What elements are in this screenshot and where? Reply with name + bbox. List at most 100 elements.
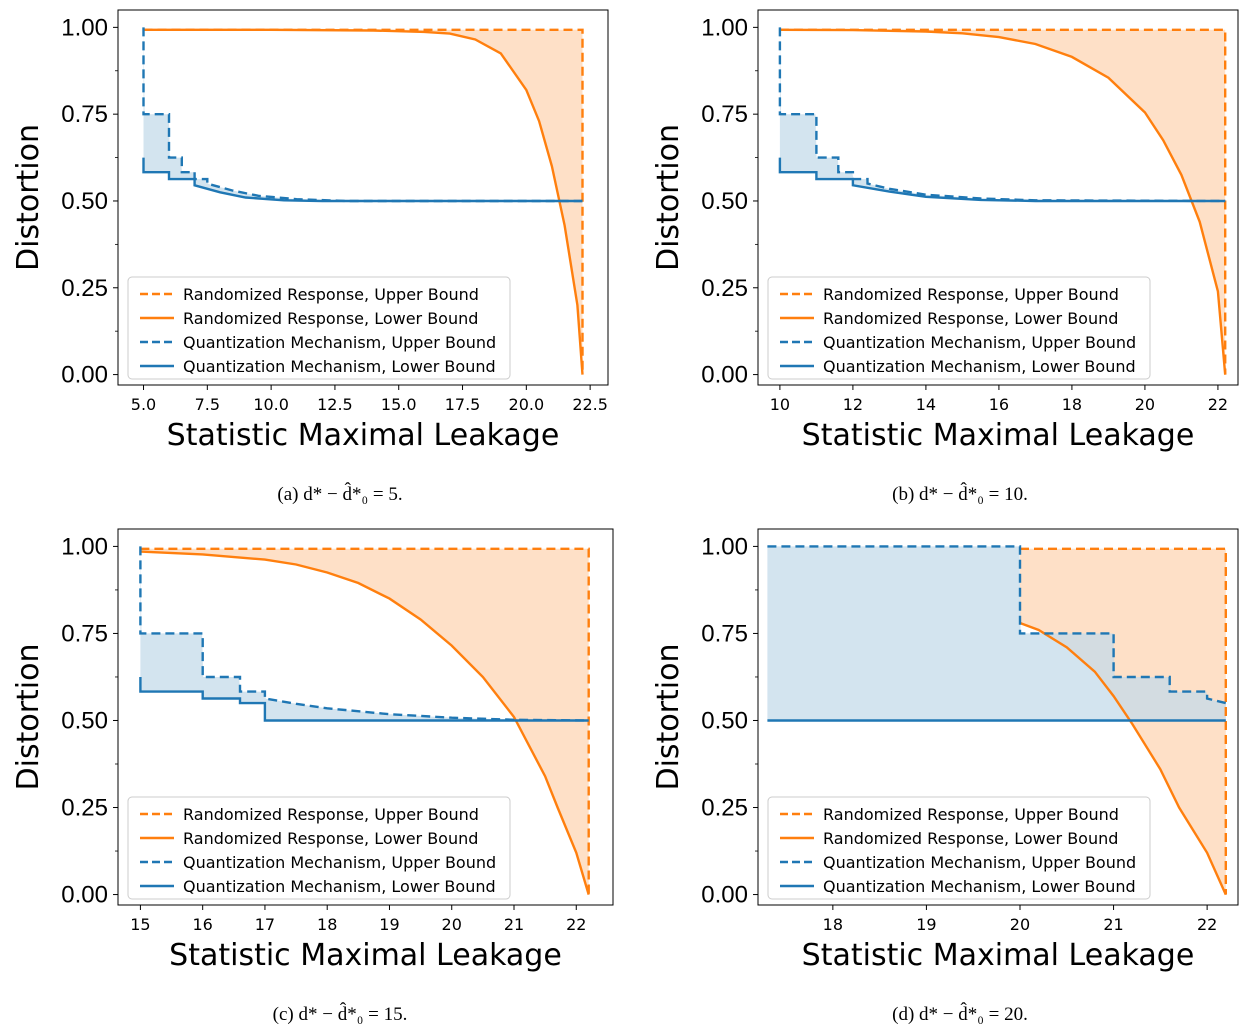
y-tick-label: 0.00: [61, 882, 108, 909]
x-tick-label: 22: [1208, 395, 1228, 414]
panel-caption: (d) d* − d̂*₀ = 20.: [892, 1003, 1028, 1025]
chart-panel-b: 10 12 14 16 18 20 22 0.00 0.25 0.50 0.75 1.00 Statis…: [651, 9, 1239, 505]
legend-label: Randomized Response, Upper Bound: [823, 805, 1119, 824]
y-tick-label: 0.50: [61, 188, 108, 215]
x-tick-label: 20: [1010, 915, 1030, 934]
x-tick-label: 12.5: [317, 395, 353, 414]
y-tick-label: 1.00: [701, 14, 748, 41]
x-tick-label: 19: [379, 915, 399, 934]
legend-label: Quantization Mechanism, Lower Bound: [183, 357, 496, 376]
legend: Randomized Response, Upper Bound Randomiz…: [767, 796, 1151, 900]
x-tick-label: 15: [130, 915, 150, 934]
x-tick-label: 10.0: [253, 395, 289, 414]
legend: Randomized Response, Upper Bound Randomiz…: [767, 276, 1151, 380]
legend-label: Randomized Response, Lower Bound: [183, 309, 478, 328]
x-tick-label: 18: [823, 915, 843, 934]
y-axis-title: Distortion: [11, 644, 46, 791]
plot-area: [142, 27, 584, 375]
legend-box: [127, 276, 511, 380]
x-tick-label: 22.5: [572, 395, 608, 414]
rr-fill-region: [140, 548, 589, 895]
y-tick-label: 0.75: [61, 101, 108, 128]
qm-upper-line: [767, 545, 1227, 705]
rr-lower-line: [779, 28, 1227, 375]
panel-caption: (c) d* − d̂*₀ = 15.: [273, 1003, 408, 1025]
y-tick-label: 0.50: [701, 707, 748, 734]
x-tick-label: 21: [504, 915, 524, 934]
x-tick-label: 16: [192, 915, 212, 934]
legend-label: Randomized Response, Lower Bound: [823, 309, 1118, 328]
legend-label: Randomized Response, Upper Bound: [183, 805, 479, 824]
legend-label: Quantization Mechanism, Lower Bound: [183, 877, 496, 896]
x-tick-label: 16: [989, 395, 1009, 414]
legend: Randomized Response, Upper Bound Randomiz…: [127, 796, 511, 900]
plot-area: [767, 545, 1227, 896]
x-tick-label: 19: [916, 915, 936, 934]
legend-label: Quantization Mechanism, Upper Bound: [183, 853, 496, 872]
legend: Randomized Response, Upper Bound Randomiz…: [127, 276, 511, 380]
y-tick-label: 0.00: [701, 882, 748, 909]
x-tick-label: 18: [1062, 395, 1082, 414]
y-tick-label: 0.00: [61, 362, 108, 389]
chart-panel-d: 18 19 20 21 22 0.00 0.25 0.50 0.75 1.00 Statistic …: [651, 528, 1239, 1025]
x-axis-title: Statistic Maximal Leakage: [802, 938, 1195, 973]
y-tick-label: 0.75: [701, 620, 748, 647]
qm-lower-line: [142, 157, 583, 203]
legend-label: Randomized Response, Lower Bound: [823, 829, 1118, 848]
x-tick-label: 7.5: [195, 395, 220, 414]
y-tick-label: 0.75: [701, 101, 748, 128]
axes-frame: [757, 528, 1239, 906]
y-tick-label: 1.00: [701, 533, 748, 560]
legend-label: Randomized Response, Upper Bound: [823, 285, 1119, 304]
x-tick-label: 20: [442, 915, 462, 934]
chart-panel-c: 15 16 17 18 19 20 21 22 0.00 0.25 0.50 0.75 1.00 Stat…: [11, 528, 614, 1025]
y-tick-label: 0.25: [701, 275, 748, 302]
panel-caption: (b) d* − d̂*₀ = 10.: [892, 483, 1028, 505]
legend-label: Randomized Response, Upper Bound: [183, 285, 479, 304]
x-tick-label: 12: [843, 395, 863, 414]
rr-upper-line: [1020, 547, 1227, 895]
plot-area: [778, 27, 1227, 375]
rr-lower-line: [1019, 621, 1227, 896]
y-tick-label: 0.25: [701, 795, 748, 822]
qm-lower-line: [778, 157, 1226, 203]
legend-label: Quantization Mechanism, Upper Bound: [823, 333, 1136, 352]
axes-frame: [757, 9, 1239, 386]
legend-label: Randomized Response, Lower Bound: [183, 829, 478, 848]
y-tick-label: 0.25: [61, 795, 108, 822]
axes-frame: [117, 528, 614, 906]
x-tick-label: 20: [1135, 395, 1155, 414]
x-tick-label: 14: [916, 395, 936, 414]
rr-lower-line: [143, 28, 584, 375]
legend-box: [767, 796, 1151, 900]
x-tick-label: 20.0: [509, 395, 545, 414]
rr-lower-line: [140, 550, 590, 895]
x-axis-title: Statistic Maximal Leakage: [169, 938, 562, 973]
y-tick-label: 0.75: [61, 620, 108, 647]
y-axis-title: Distortion: [651, 124, 686, 271]
y-tick-label: 0.25: [61, 275, 108, 302]
y-tick-label: 1.00: [61, 533, 108, 560]
rr-upper-line: [779, 28, 1227, 375]
legend-label: Quantization Mechanism, Upper Bound: [183, 333, 496, 352]
legend-box: [127, 796, 511, 900]
legend-label: Quantization Mechanism, Lower Bound: [823, 877, 1136, 896]
x-tick-label: 22: [1197, 915, 1217, 934]
x-axis-title: Statistic Maximal Leakage: [167, 418, 560, 453]
y-axis-title: Distortion: [11, 124, 46, 271]
qm-lower-line: [139, 677, 589, 722]
x-tick-label: 5.0: [131, 395, 156, 414]
qm-upper-line: [139, 546, 589, 722]
x-tick-label: 15.0: [381, 395, 417, 414]
x-tick-label: 22: [566, 915, 586, 934]
chart-panel-a: 5.0 7.5 10.0 12.5 15.0 17.5 20.0 22.5 0.00 0.25 0.…: [11, 9, 609, 505]
y-tick-label: 0.00: [701, 362, 748, 389]
x-axis-title: Statistic Maximal Leakage: [802, 418, 1195, 453]
axes-frame: [117, 9, 609, 386]
y-tick-label: 0.50: [701, 188, 748, 215]
rr-upper-line: [140, 547, 590, 895]
x-tick-label: 10: [770, 395, 790, 414]
x-tick-label: 17.5: [445, 395, 481, 414]
x-tick-label: 17: [255, 915, 275, 934]
